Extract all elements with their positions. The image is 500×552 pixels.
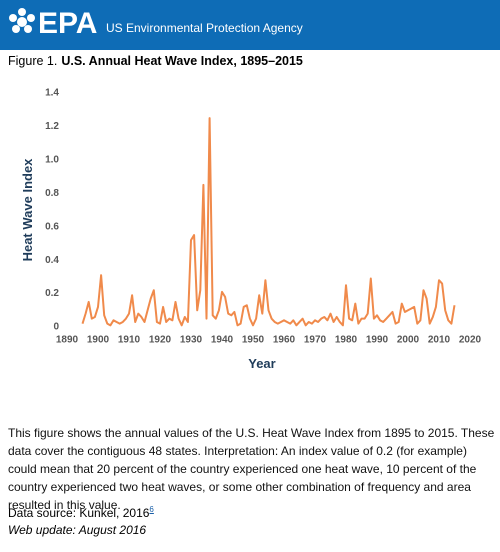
x-axis-label: Year xyxy=(248,356,275,371)
y-tick-label: 0 xyxy=(53,322,59,333)
agency-name: US Environmental Protection Agency xyxy=(106,21,303,35)
data-source: Data source: Kunkel, 20166 xyxy=(8,505,154,520)
y-tick-label: 0.2 xyxy=(45,288,59,299)
figure-title: Figure 1. U.S. Annual Heat Wave Index, 18… xyxy=(8,54,303,68)
logo-flower xyxy=(9,8,35,33)
y-tick-label: 1.0 xyxy=(45,154,59,165)
x-tick-label: 1890 xyxy=(56,335,79,346)
chart-title: U.S. Annual Heat Wave Index, 1895–2015 xyxy=(61,54,303,68)
data-line xyxy=(81,117,456,327)
header-graphic: EPA US Environmental Protection Agency xyxy=(9,7,303,40)
logo-text: EPA xyxy=(38,7,97,40)
x-tick-label: 1900 xyxy=(87,335,110,346)
x-tick-label: 2010 xyxy=(428,335,451,346)
x-tick-label: 1920 xyxy=(149,335,172,346)
x-tick-label: 1910 xyxy=(118,335,141,346)
source-note[interactable]: 6 xyxy=(149,505,154,514)
x-tick-label: 2020 xyxy=(459,335,482,346)
y-axis-label: Heat Wave Index xyxy=(20,158,35,262)
x-tick-label: 1930 xyxy=(180,335,203,346)
x-tick-label: 1960 xyxy=(273,335,296,346)
chart: Figure 1. U.S. Annual Heat Wave Index, 18… xyxy=(8,54,482,371)
y-tick-label: 1.2 xyxy=(45,121,59,132)
x-tick-label: 1990 xyxy=(366,335,389,346)
web-update: Web update: August 2016 xyxy=(8,523,147,537)
header: EPA US Environmental Protection Agency xyxy=(0,0,500,50)
figure-label: Figure 1. xyxy=(8,54,57,68)
x-tick-label: 1980 xyxy=(335,335,358,346)
x-tick-label: 2000 xyxy=(397,335,420,346)
y-tick-label: 0.8 xyxy=(45,188,59,199)
x-tick-label: 1950 xyxy=(242,335,265,346)
x-tick-label: 1970 xyxy=(304,335,327,346)
y-tick-label: 1.4 xyxy=(45,88,59,99)
x-tick-label: 1940 xyxy=(211,335,234,346)
description: This figure shows the annual values of t… xyxy=(8,426,495,512)
y-tick-label: 0.6 xyxy=(45,221,59,232)
y-tick-label: 0.4 xyxy=(45,255,59,266)
source-text: Data source: Kunkel, 2016 xyxy=(8,506,150,520)
